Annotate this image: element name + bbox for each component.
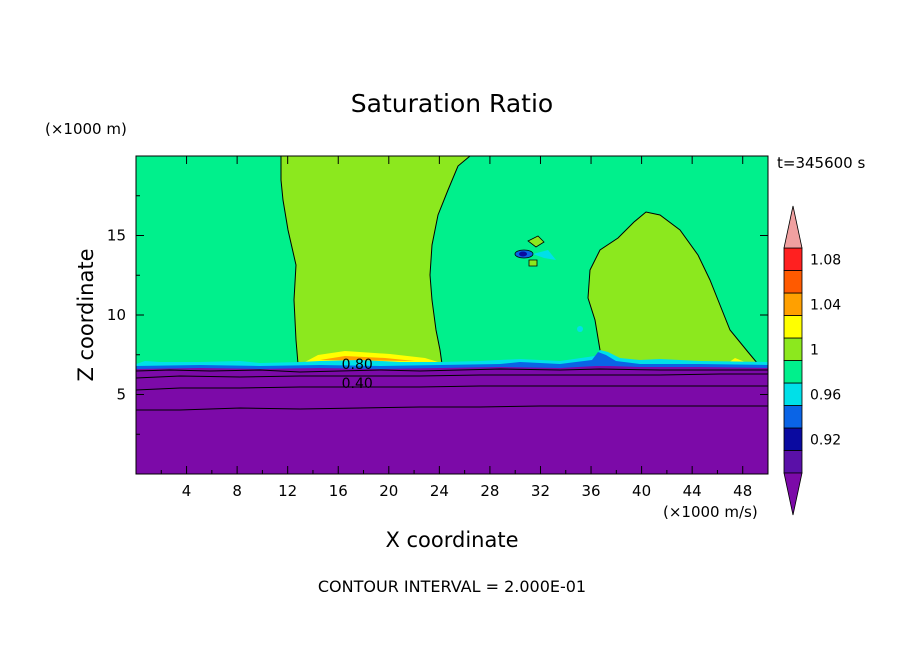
colorbar-over-arrow <box>783 205 803 249</box>
plot-area: 0.80 0.40 <box>135 155 769 475</box>
colorbar-label: 1.08 <box>810 252 841 268</box>
moist-dome-right <box>587 211 760 365</box>
chart-title: Saturation Ratio <box>351 89 553 118</box>
y-tick-label: 10 <box>107 306 126 324</box>
x-tick-label: 36 <box>581 482 600 500</box>
cyan-dot <box>577 326 583 332</box>
x-tick-label: 44 <box>683 482 702 500</box>
dry-layer <box>136 366 768 474</box>
contour-interval-footer: CONTOUR INTERVAL = 2.000E-01 <box>318 577 586 596</box>
colorbar-label: 1.04 <box>810 297 841 313</box>
x-axis-ticks: 4 8 12 16 20 24 28 32 36 40 44 48 <box>160 156 752 500</box>
colorbar-band <box>783 247 803 271</box>
colorbar-band <box>783 450 803 474</box>
time-label: t=345600 s <box>777 154 865 172</box>
contour-label: 0.40 <box>342 376 373 392</box>
colorbar-band <box>783 405 803 429</box>
colorbar-band <box>783 315 803 339</box>
x-tick-label: 4 <box>182 482 192 500</box>
x-tick-label: 40 <box>632 482 651 500</box>
colorbar-band <box>783 292 803 316</box>
moist-column-left <box>280 155 472 365</box>
small-moist-patch-2 <box>528 259 538 267</box>
y-unit-label: (×1000 m) <box>45 120 127 138</box>
colorbar-band <box>783 427 803 451</box>
small-moist-patch-1 <box>527 235 545 248</box>
colorbar-band <box>783 337 803 361</box>
x-tick-label: 24 <box>430 482 449 500</box>
dry-eddy-core <box>519 251 527 257</box>
colorbar-band <box>783 382 803 406</box>
contour-line-080 <box>135 368 768 373</box>
colorbar-label: 0.96 <box>810 387 841 403</box>
supersaturated-streak-core <box>320 356 415 361</box>
x-tick-label: 32 <box>531 482 550 500</box>
colorbar-label: 1 <box>810 342 819 358</box>
contour-line-060 <box>135 373 768 379</box>
y-axis-ticks: 5 10 15 <box>107 195 768 435</box>
x-axis-label: X coordinate <box>385 528 518 552</box>
colorbar-under-arrow <box>783 472 803 516</box>
contour-line-020 <box>136 405 768 411</box>
x-tick-label: 8 <box>232 482 242 500</box>
contour-line-040 <box>135 385 768 391</box>
colorbar-band <box>783 270 803 294</box>
colorbar-band <box>783 360 803 384</box>
y-axis-label: Z coordinate <box>74 248 98 381</box>
x-unit-label: (×1000 m/s) <box>663 503 758 521</box>
cyan-patch <box>533 250 556 260</box>
y-tick-label: 15 <box>107 227 126 245</box>
x-tick-label: 48 <box>733 482 752 500</box>
x-tick-label: 28 <box>480 482 499 500</box>
colorbar: 0.92 0.96 1 1.04 1.08 <box>783 205 841 516</box>
x-tick-label: 20 <box>379 482 398 500</box>
x-tick-label: 12 <box>278 482 297 500</box>
x-tick-label: 16 <box>329 482 348 500</box>
contour-label: 0.80 <box>342 357 373 373</box>
colorbar-label: 0.92 <box>810 432 841 448</box>
y-tick-label: 5 <box>116 386 126 404</box>
